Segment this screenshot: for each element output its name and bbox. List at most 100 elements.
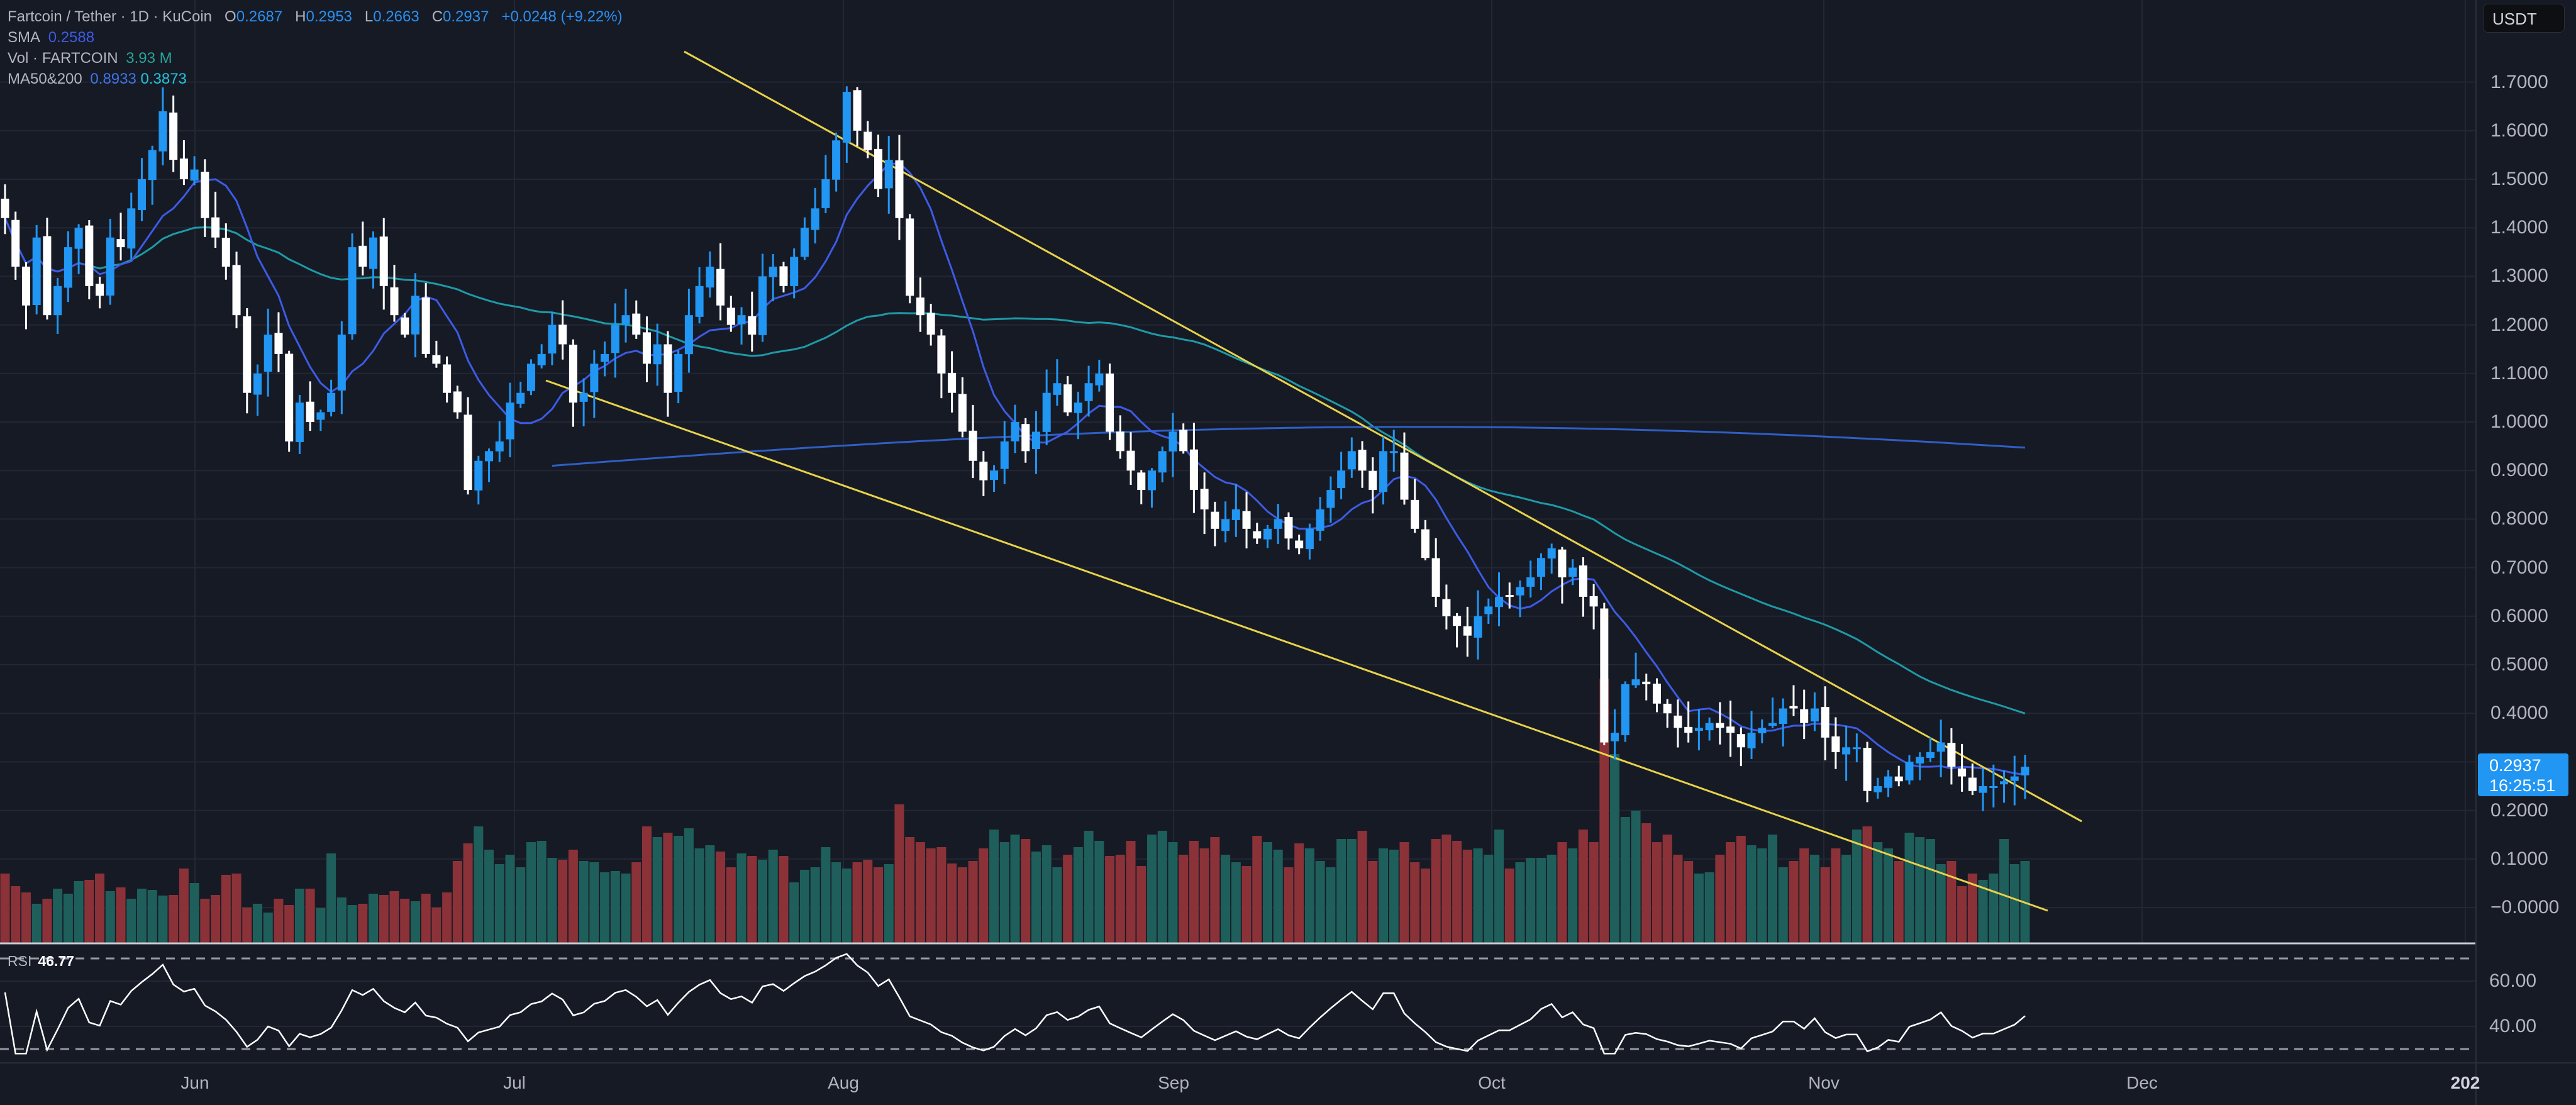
candle xyxy=(1568,567,1577,577)
candle xyxy=(601,353,609,362)
candle xyxy=(1263,528,1272,540)
candle xyxy=(653,344,662,365)
candle xyxy=(1800,709,1809,723)
candle xyxy=(769,266,777,277)
candle xyxy=(1274,519,1282,529)
candle xyxy=(1842,747,1851,755)
price-tick: 1.1000 xyxy=(2490,362,2548,384)
candle xyxy=(642,332,651,364)
candle xyxy=(1305,528,1314,550)
candle xyxy=(895,160,904,218)
candle xyxy=(1284,516,1293,539)
candle xyxy=(579,392,588,402)
price-tick: 1.2000 xyxy=(2490,314,2548,335)
candle xyxy=(64,247,72,288)
candle xyxy=(632,313,641,335)
candle xyxy=(1116,431,1124,452)
rsi-tick: 60.00 xyxy=(2489,970,2537,991)
rsi-legend[interactable]: RSI 46.77 xyxy=(8,953,74,969)
candle xyxy=(1169,431,1177,452)
symbol-title[interactable]: Fartcoin / Tether · 1D · KuCoin xyxy=(8,8,213,25)
candle xyxy=(1600,608,1609,743)
candle xyxy=(958,394,967,432)
time-tick: 202 xyxy=(2450,1073,2480,1092)
candle xyxy=(1484,606,1493,614)
candle xyxy=(1926,752,1935,758)
candle xyxy=(621,315,630,325)
candle xyxy=(779,266,788,286)
ohlc-row: Fartcoin / Tether · 1D · KuCoin O0.2687 … xyxy=(8,8,623,25)
candle xyxy=(1916,757,1924,764)
price-tick: 0.9000 xyxy=(2490,460,2548,481)
candle xyxy=(790,257,799,286)
candle xyxy=(1253,531,1262,539)
candle xyxy=(1652,684,1661,704)
price-tick: −0.0000 xyxy=(2490,897,2560,918)
candle xyxy=(506,403,514,440)
candle xyxy=(695,286,704,317)
candle xyxy=(1611,733,1619,741)
price-axis[interactable]: 1.7000 1.6000 1.5000 1.4000 1.3000 1.2000 1.10… xyxy=(2475,0,2576,1105)
candle xyxy=(748,316,757,335)
lower-trendline[interactable] xyxy=(545,379,2048,912)
price-tick: 0.5000 xyxy=(2490,654,2548,675)
upper-trendline[interactable] xyxy=(684,50,2082,823)
price-tick: 0.4000 xyxy=(2490,702,2548,724)
candle xyxy=(464,414,472,491)
candle xyxy=(453,391,462,413)
candle xyxy=(800,228,809,257)
candle xyxy=(211,217,220,238)
candle xyxy=(2010,776,2019,781)
price-tick: 1.5000 xyxy=(2490,169,2548,189)
candle xyxy=(1642,681,1651,684)
candle xyxy=(537,353,546,365)
candle xyxy=(1106,373,1114,432)
time-tick: Dec xyxy=(2126,1073,2158,1092)
volume-legend[interactable]: Vol · FARTCOIN 3.93 M xyxy=(8,50,172,67)
volume-bars xyxy=(0,679,2030,943)
candle xyxy=(1684,726,1693,733)
candle xyxy=(979,462,988,480)
currency-selector-button[interactable]: USDT xyxy=(2483,4,2565,33)
candle xyxy=(1536,558,1545,577)
candle xyxy=(706,266,714,288)
candle xyxy=(1705,723,1714,731)
candle xyxy=(558,325,567,345)
sma-legend[interactable]: SMA 0.2588 xyxy=(8,29,95,46)
candle xyxy=(1863,748,1872,791)
candle xyxy=(1337,470,1346,489)
ma-legend[interactable]: MA50&200 0.8933 0.3873 xyxy=(8,70,187,87)
candle xyxy=(1547,548,1556,559)
candle xyxy=(1242,511,1251,529)
price-tick: 0.7000 xyxy=(2490,557,2548,578)
candle xyxy=(285,353,294,441)
candle xyxy=(1874,786,1882,792)
candle xyxy=(411,296,419,335)
candle xyxy=(127,208,136,249)
candle xyxy=(390,287,399,316)
candle xyxy=(1663,703,1672,714)
candle xyxy=(43,236,52,316)
time-tick: Sep xyxy=(1158,1073,1189,1092)
candle xyxy=(1989,786,1998,788)
candle xyxy=(1474,616,1482,638)
candle xyxy=(906,218,914,296)
candle xyxy=(1126,450,1135,471)
candle xyxy=(106,237,114,296)
candle xyxy=(1442,599,1451,616)
candle xyxy=(1736,734,1745,748)
candle xyxy=(1147,470,1156,491)
candle xyxy=(348,247,357,335)
price-tick: 0.8000 xyxy=(2490,508,2548,530)
price-tick: 1.0000 xyxy=(2490,411,2548,432)
candle xyxy=(201,172,209,218)
candle xyxy=(148,150,157,180)
candle xyxy=(937,335,946,374)
time-tick: Nov xyxy=(1808,1073,1840,1092)
candle xyxy=(1768,723,1777,726)
candle xyxy=(853,90,862,131)
candle xyxy=(74,228,83,249)
price-tick: 0.6000 xyxy=(2490,605,2548,626)
candle xyxy=(1821,707,1829,738)
